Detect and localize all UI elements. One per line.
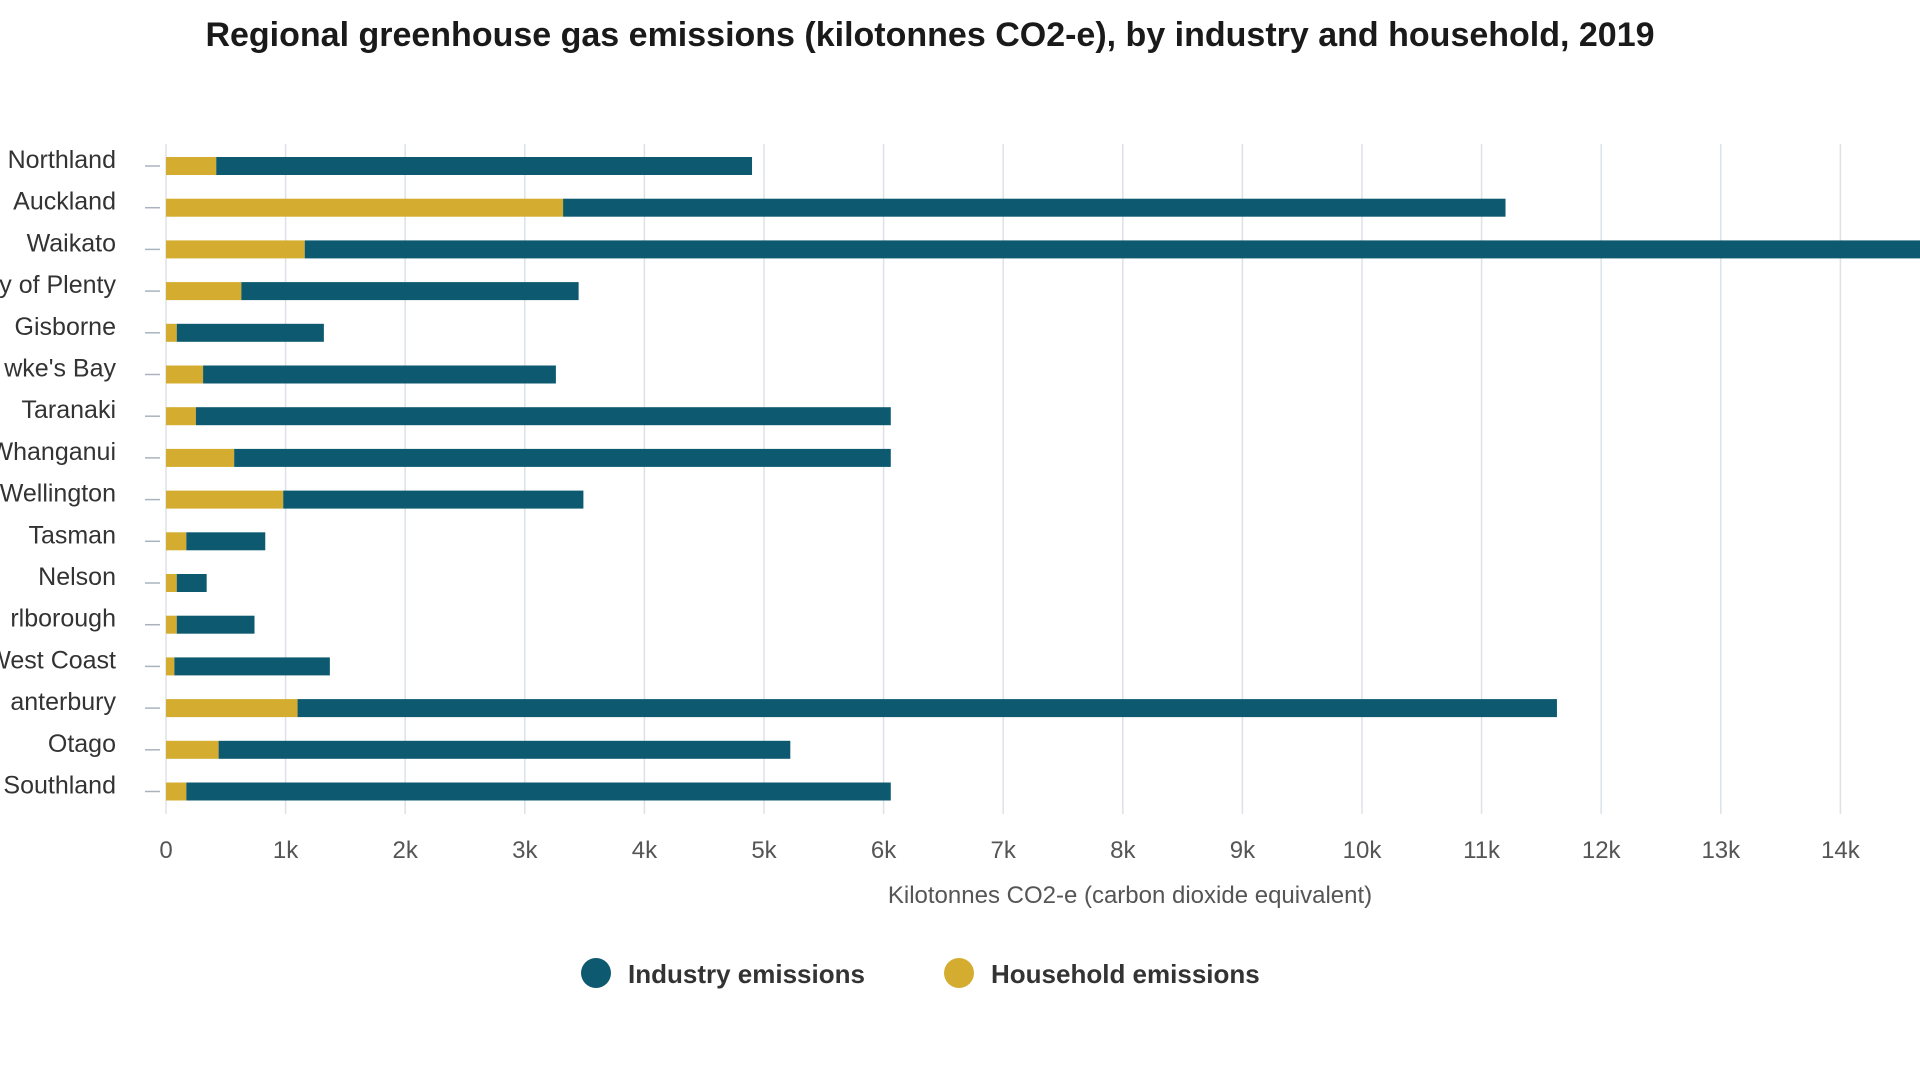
category-label: Auckland [13,188,116,216]
bar-industry-emissions[interactable] [297,699,1557,718]
bar-industry-emissions[interactable] [186,532,266,551]
bar-household-emissions[interactable] [166,490,284,509]
bar-industry-emissions[interactable] [304,240,1920,259]
legend-label[interactable]: Household emissions [991,959,1260,989]
bar-industry-emissions[interactable] [283,490,584,509]
bar-industry-emissions[interactable] [186,782,891,801]
bar-household-emissions[interactable] [166,365,204,384]
bar-industry-emissions[interactable] [563,198,1506,217]
x-tick-label-4: 4k [632,837,658,864]
legend-label[interactable]: Industry emissions [628,959,865,989]
category-label: y of Plenty [0,271,116,299]
category-label: wke's Bay [3,355,116,383]
bar-industry-emissions[interactable] [203,365,556,384]
bar-industry-emissions[interactable] [234,448,891,467]
x-tick-label-8: 8k [1110,837,1136,864]
category-label: anterbury [10,688,116,716]
bar-household-emissions[interactable] [166,740,219,759]
bar-industry-emissions[interactable] [176,574,207,592]
x-tick-label-13: 13k [1701,837,1741,864]
category-label: West Coast [0,646,116,674]
bar-industry-emissions[interactable] [174,657,330,676]
category-label: Otago [48,730,116,758]
bar-industry-emissions[interactable] [218,740,791,759]
category-label: rlborough [10,605,116,633]
x-tick-label-2: 2k [393,837,419,864]
bar-industry-emissions[interactable] [176,615,255,634]
bar-household-emissions[interactable] [166,532,187,551]
bar-household-emissions[interactable] [166,198,564,217]
x-tick-label-3: 3k [512,837,538,864]
category-labels: Northland Auckland Waikato y of Plenty Gisbo… [0,146,160,800]
bar-industry-emissions[interactable] [195,407,891,426]
bar-household-emissions[interactable] [166,615,177,634]
bar-industry-emissions[interactable] [216,157,753,175]
bar-industry-emissions[interactable] [241,282,579,301]
category-label: Wellington [0,480,116,508]
legend-marker [944,958,974,988]
bar-household-emissions[interactable] [166,157,217,175]
x-tick-label-7: 7k [991,837,1017,864]
x-tick-label-9: 9k [1230,837,1256,864]
bar-household-emissions[interactable] [166,323,177,342]
x-tick-label-0: 0 [159,837,172,864]
bar-household-emissions[interactable] [166,407,196,426]
category-label: Taranaki [22,396,117,424]
bar-household-emissions[interactable] [166,782,187,801]
category-label: Whanganui [0,438,116,466]
x-tick-label-6: 6k [871,837,897,864]
x-tick-label-10: 10k [1343,837,1383,864]
bar-household-emissions[interactable] [166,574,177,592]
x-tick-label-11: 11k [1463,837,1501,864]
chart-title: Regional greenhouse gas emissions (kilot… [205,16,1654,54]
legend-marker [581,958,611,988]
x-tick-label-1: 1k [273,837,299,864]
category-label: Waikato [27,229,116,257]
x-tick-label-12: 12k [1582,837,1622,864]
category-label: Tasman [28,521,116,549]
bars [166,157,1920,801]
x-tick-label-5: 5k [751,837,777,864]
legend[interactable]: Industry emissions Household emissions [581,958,1260,989]
category-label: Southland [3,772,116,800]
bar-household-emissions[interactable] [166,699,298,718]
x-axis-label: Kilotonnes CO2-e (carbon dioxide equival… [888,882,1372,909]
bar-household-emissions[interactable] [166,282,242,301]
bar-household-emissions[interactable] [166,240,305,259]
bar-industry-emissions[interactable] [176,323,324,342]
bar-household-emissions[interactable] [166,448,235,467]
x-axis-ticks: 0 1k 2k 3k 4k 5k 6k 7k 8k 9k 10k 11k 12k 13k 14k [159,837,1860,864]
category-label: Gisborne [15,313,116,341]
category-label: Nelson [38,563,116,591]
bar-household-emissions[interactable] [166,657,175,676]
category-label: Northland [8,146,116,174]
x-tick-label-14: 14k [1821,837,1861,864]
